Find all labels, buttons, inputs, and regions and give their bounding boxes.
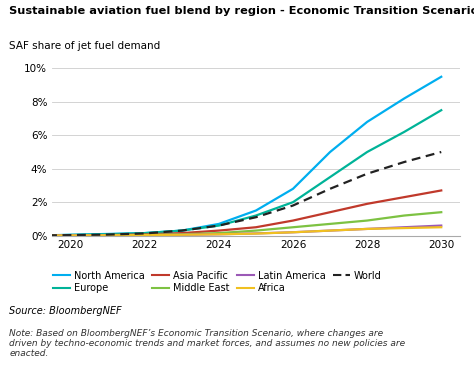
Legend: North America, Europe, Asia Pacific, Middle East, Latin America, Africa, World: North America, Europe, Asia Pacific, Mid… (53, 271, 382, 293)
Text: Note: Based on BloombergNEF’s Economic Transition Scenario, where changes are
dr: Note: Based on BloombergNEF’s Economic T… (9, 329, 406, 358)
Text: SAF share of jet fuel demand: SAF share of jet fuel demand (9, 41, 161, 51)
Text: Sustainable aviation fuel blend by region - Economic Transition Scenario: Sustainable aviation fuel blend by regio… (9, 6, 474, 16)
Text: Source: BloombergNEF: Source: BloombergNEF (9, 306, 122, 316)
